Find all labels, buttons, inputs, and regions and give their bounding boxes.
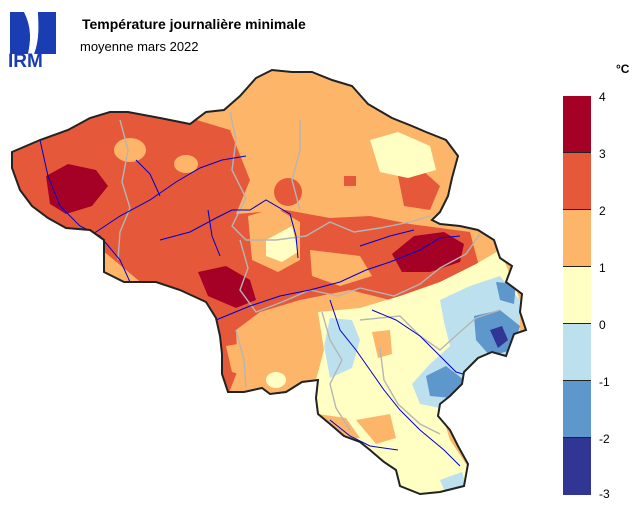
irm-logo xyxy=(6,8,60,74)
legend-class-m3-m2 xyxy=(563,438,591,495)
legend-tick: -2 xyxy=(599,432,610,446)
legend-colorbar xyxy=(563,96,591,495)
logo-text: IRM xyxy=(8,51,43,72)
legend-tick: 2 xyxy=(599,204,606,218)
legend-class-m1-0 xyxy=(563,324,591,381)
legend-tick: -3 xyxy=(599,487,610,501)
legend-class-2-3 xyxy=(563,153,591,210)
legend-tick: 1 xyxy=(599,261,606,275)
legend-tick: 3 xyxy=(599,147,606,161)
legend-class-m2-m1 xyxy=(563,381,591,438)
legend-tick: -1 xyxy=(599,375,610,389)
legend-class-0-1 xyxy=(563,267,591,324)
legend-tick: 4 xyxy=(599,90,606,104)
legend-tick: 0 xyxy=(599,318,606,332)
map-title: Température journalière minimale xyxy=(82,16,306,32)
legend-unit: °C xyxy=(616,62,630,76)
legend-class-1-2 xyxy=(563,210,591,267)
map-subtitle: moyenne mars 2022 xyxy=(80,39,199,54)
legend-class-3-4 xyxy=(563,96,591,153)
